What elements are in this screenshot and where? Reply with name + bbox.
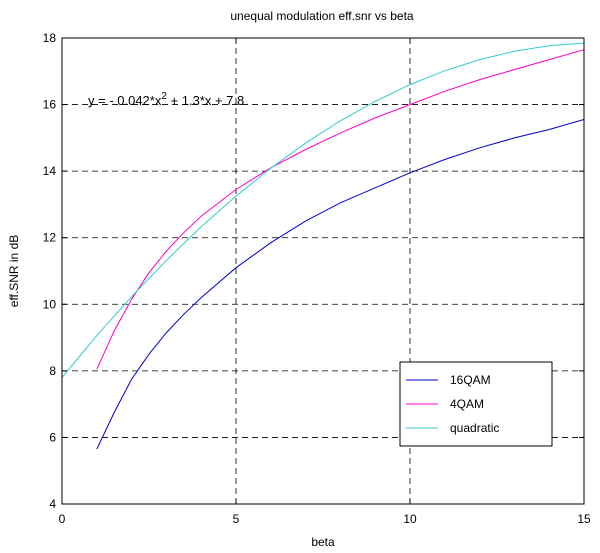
y-tick-label: 12 (43, 231, 57, 245)
y-axis-label: eff.SNR in dB (7, 235, 21, 307)
chart-annotation: y = - 0.042*x2 + 1.3*x + 7.8 (88, 91, 244, 108)
legend-label-16qam: 16QAM (450, 373, 491, 387)
chart-title: unequal modulation eff.snr vs beta (230, 9, 414, 23)
annotation-main: y = - 0.042*x (88, 93, 162, 108)
x-tick-label: 15 (577, 512, 591, 526)
legend: 16QAM 4QAM quadratic (399, 361, 553, 447)
legend-label-quadratic: quadratic (450, 421, 499, 435)
series-line-4qam (96, 49, 585, 370)
x-axis-label: beta (311, 535, 335, 549)
y-tick-label: 14 (43, 164, 57, 178)
legend-label-4qam: 4QAM (450, 397, 484, 411)
x-tick-label: 0 (59, 512, 66, 526)
y-tick-label: 10 (43, 297, 57, 311)
plot-frame (61, 37, 585, 505)
y-tick-label: 4 (49, 497, 56, 511)
series-lines (61, 42, 585, 450)
series-line-quadratic (61, 42, 585, 378)
annotation-superscript: 2 (161, 91, 167, 102)
y-tick-label: 16 (43, 98, 57, 112)
y-tick-label: 8 (49, 364, 56, 378)
y-tick-label: 18 (43, 31, 57, 45)
x-tick-label: 10 (403, 512, 417, 526)
annotation-rest: + 1.3*x + 7.8 (167, 93, 244, 108)
x-tick-label: 5 (233, 512, 240, 526)
y-tick-label: 6 (49, 430, 56, 444)
series-line-16qam (96, 119, 585, 450)
